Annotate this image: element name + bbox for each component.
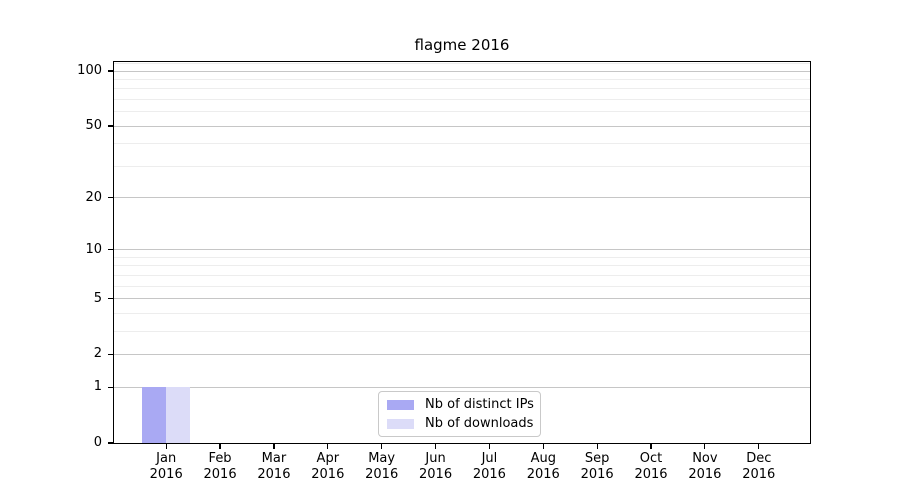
x-tick-year: 2016	[419, 466, 453, 482]
plot-area	[113, 61, 811, 444]
y-tick-label: 5	[93, 290, 102, 306]
y-gridline-major	[114, 298, 810, 300]
x-tick-mark	[381, 444, 383, 449]
x-tick-month: Jan	[156, 451, 177, 466]
x-tick-month: Mar	[261, 451, 287, 466]
x-tick-mark	[219, 444, 221, 449]
y-tick-label: 0	[93, 435, 102, 450]
x-tick-label: Oct 2016	[623, 451, 679, 482]
x-tick-mark	[650, 444, 652, 449]
x-tick-mark	[165, 444, 167, 449]
y-tick-label: 1	[93, 379, 102, 395]
x-tick-month: Aug	[530, 451, 556, 466]
legend-item-distinct-ips: Nb of distinct IPs	[387, 397, 540, 412]
y-tick-mark	[107, 442, 113, 444]
legend: Nb of distinct IPs Nb of downloads	[378, 391, 541, 437]
y-gridline-major	[114, 70, 810, 72]
y-gridline-minor	[114, 62, 810, 64]
y-gridline-minor	[114, 330, 810, 332]
legend-label-downloads: Nb of downloads	[425, 416, 534, 431]
y-tick-mark	[107, 249, 113, 251]
y-gridline-minor	[114, 111, 810, 113]
x-tick-mark	[434, 444, 437, 449]
x-tick-label: Sep 2016	[569, 451, 625, 482]
y-gridline-minor	[114, 88, 810, 90]
x-tick-label: Dec 2016	[731, 451, 787, 482]
x-tick-year: 2016	[742, 466, 776, 482]
x-tick-label: Jan 2016	[138, 451, 194, 482]
y-gridline-minor	[114, 99, 810, 100]
x-tick-mark	[327, 444, 329, 449]
x-tick-year: 2016	[634, 466, 668, 482]
y-gridline-major	[114, 249, 810, 251]
y-gridline-minor	[114, 257, 810, 258]
x-tick-mark	[273, 444, 275, 449]
x-tick-mark	[542, 444, 544, 449]
x-tick-year: 2016	[203, 466, 237, 482]
x-tick-month: Dec	[746, 451, 772, 466]
legend-item-downloads: Nb of downloads	[387, 416, 540, 431]
legend-swatch-downloads	[387, 418, 414, 429]
x-tick-month: Jul	[481, 451, 498, 466]
x-tick-month: Feb	[208, 451, 232, 466]
y-tick-label: 2	[93, 346, 102, 362]
y-gridline-major	[114, 354, 810, 356]
legend-label-distinct-ips: Nb of distinct IPs	[425, 397, 534, 412]
y-gridline-minor	[114, 265, 810, 267]
y-tick-mark	[107, 386, 113, 388]
x-tick-year: 2016	[365, 466, 399, 482]
bar-downloads	[165, 386, 190, 443]
x-tick-year: 2016	[688, 466, 722, 482]
x-tick-label: Aug 2016	[515, 451, 571, 482]
chart-title: flagme 2016	[414, 36, 510, 54]
y-gridline-minor	[114, 285, 810, 287]
x-tick-year: 2016	[311, 466, 345, 482]
y-gridline-major	[114, 197, 810, 199]
x-tick-label: Feb 2016	[192, 451, 248, 482]
y-gridline-minor	[114, 165, 810, 167]
x-tick-label: Jun 2016	[408, 451, 464, 482]
y-tick-mark	[107, 353, 113, 356]
x-tick-mark	[596, 444, 598, 449]
y-gridline-minor	[114, 79, 810, 80]
x-tick-month: Sep	[584, 451, 610, 466]
y-gridline-minor	[114, 274, 810, 276]
x-tick-label: Nov 2016	[677, 451, 733, 482]
x-tick-label: May 2016	[354, 451, 410, 482]
x-tick-year: 2016	[526, 466, 560, 482]
x-tick-year: 2016	[580, 466, 614, 482]
y-gridline-major	[114, 125, 810, 127]
x-tick-mark	[488, 444, 490, 449]
y-tick-label: 100	[77, 63, 102, 78]
x-tick-label: Apr 2016	[300, 451, 356, 482]
x-tick-label: Mar 2016	[246, 451, 302, 482]
y-tick-mark	[107, 196, 113, 199]
x-tick-month: May	[368, 451, 396, 466]
x-tick-month: Jun	[425, 451, 446, 466]
y-tick-mark	[107, 70, 113, 72]
y-tick-mark	[107, 125, 113, 127]
x-tick-mark	[758, 444, 760, 449]
bar-distinct-ips	[142, 386, 166, 443]
y-gridline-minor	[114, 312, 810, 314]
legend-swatch-distinct-ips	[387, 399, 414, 410]
y-tick-label: 20	[85, 189, 102, 205]
x-tick-year: 2016	[257, 466, 291, 482]
x-tick-month: Oct	[639, 451, 663, 466]
y-gridline-major	[114, 386, 810, 388]
y-tick-mark	[107, 297, 113, 300]
y-gridline-minor	[114, 143, 810, 145]
x-tick-label: Jul 2016	[461, 451, 517, 482]
x-tick-month: Apr	[316, 451, 340, 466]
y-tick-label: 10	[85, 241, 102, 257]
x-tick-mark	[704, 444, 706, 449]
x-tick-year: 2016	[472, 466, 506, 482]
y-tick-label: 50	[85, 118, 102, 134]
x-tick-month: Nov	[692, 451, 718, 466]
x-tick-year: 2016	[149, 466, 183, 482]
